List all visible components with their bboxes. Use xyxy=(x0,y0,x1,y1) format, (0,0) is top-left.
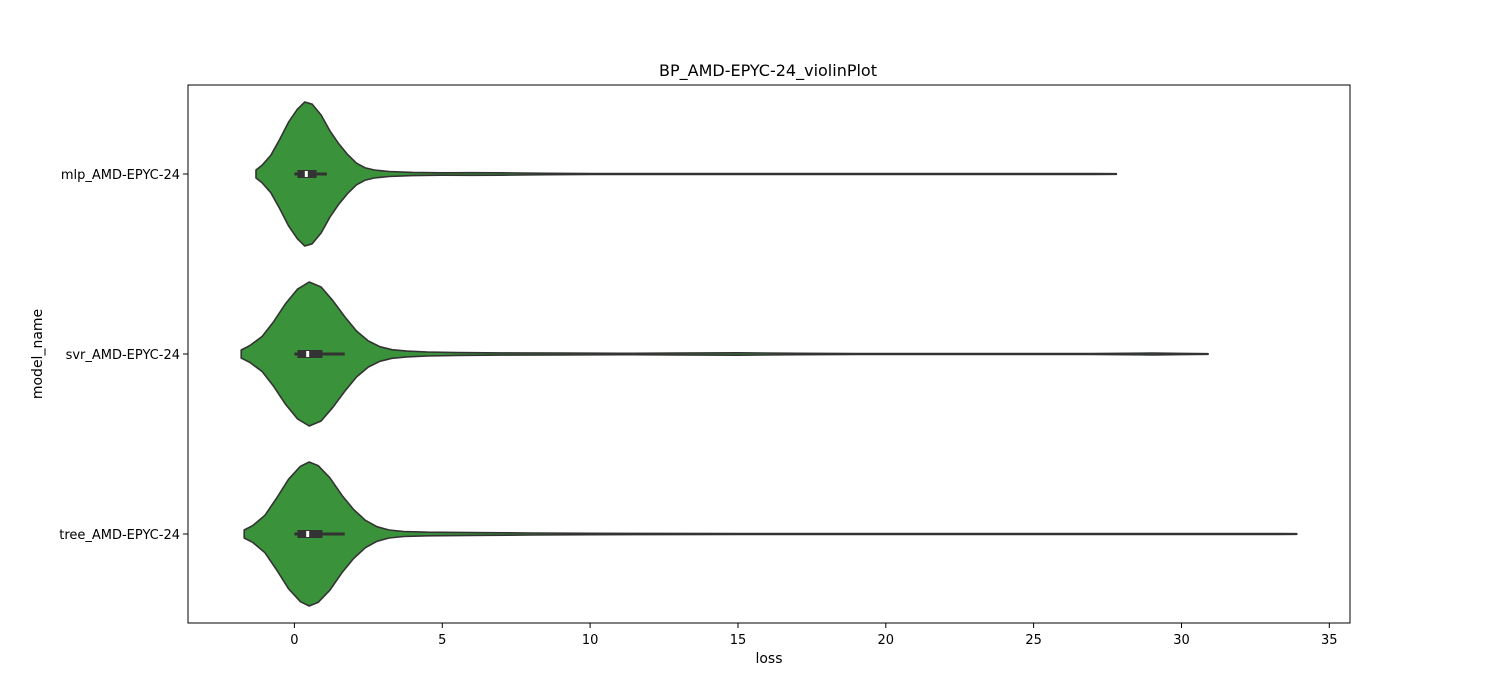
y-tick-label: svr_AMD-EPYC-24 xyxy=(66,348,180,363)
iqr-box-svr_AMD-EPYC-24 xyxy=(297,350,323,358)
boxes-layer xyxy=(294,170,345,538)
iqr-box-tree_AMD-EPYC-24 xyxy=(297,530,323,538)
y-tick-label: tree_AMD-EPYC-24 xyxy=(59,528,180,543)
x-tick-label: 5 xyxy=(438,633,446,648)
y-axis-label: model_name xyxy=(30,309,46,399)
violin-svr_AMD-EPYC-24 xyxy=(240,281,1209,427)
x-tick-label: 35 xyxy=(1321,633,1338,648)
x-tick-label: 0 xyxy=(290,633,298,648)
y-axis-ticks: mlp_AMD-EPYC-24 svr_AMD-EPYC-24 tree_AMD-E… xyxy=(59,168,188,543)
x-axis-label: loss xyxy=(755,651,782,667)
x-tick-label: 25 xyxy=(1025,633,1042,648)
plot-frame xyxy=(187,84,1351,624)
violin-tree_AMD-EPYC-24 xyxy=(243,461,1298,607)
x-axis-ticks: 0 5 10 15 20 25 30 35 xyxy=(290,623,1338,648)
x-tick-label: 30 xyxy=(1173,633,1190,648)
x-tick-label: 10 xyxy=(582,633,599,648)
y-tick-label: mlp_AMD-EPYC-24 xyxy=(61,168,180,183)
x-tick-label: 20 xyxy=(878,633,895,648)
violin-mlp_AMD-EPYC-24 xyxy=(255,101,1118,247)
x-tick-label: 15 xyxy=(730,633,747,648)
violins-layer xyxy=(240,101,1298,607)
median-marker-tree_AMD-EPYC-24 xyxy=(306,531,310,537)
chart-title: BP_AMD-EPYC-24_violinPlot xyxy=(659,61,877,81)
median-marker-svr_AMD-EPYC-24 xyxy=(306,351,310,357)
median-marker-mlp_AMD-EPYC-24 xyxy=(304,171,308,177)
